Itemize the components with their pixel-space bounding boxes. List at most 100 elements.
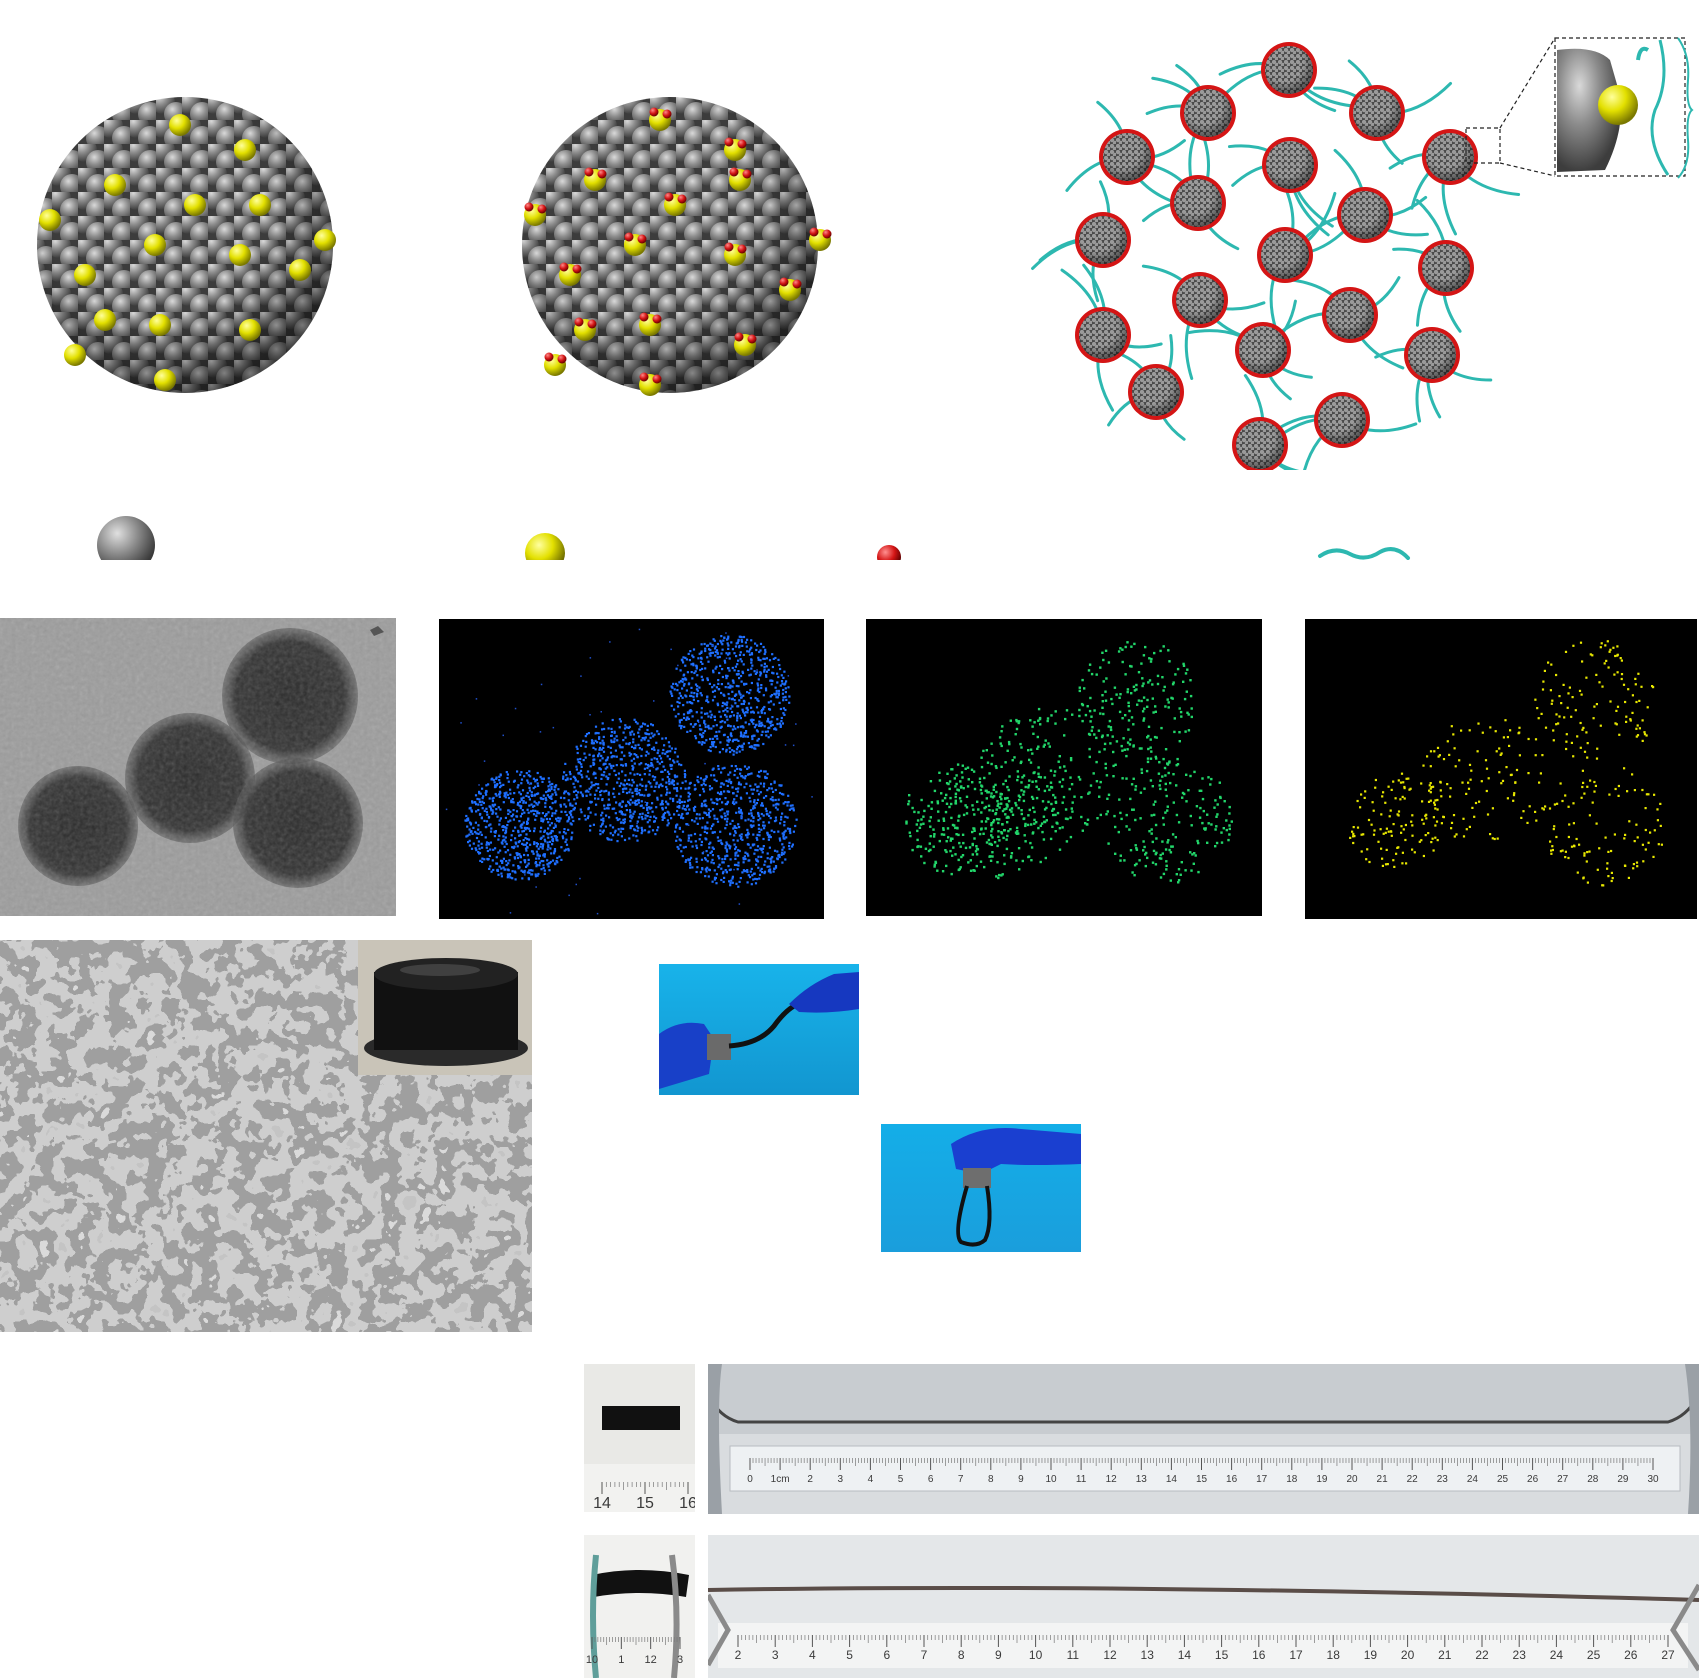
signal-pixel [526, 837, 529, 841]
signal-pixel [709, 654, 712, 657]
signal-pixel [536, 853, 539, 856]
signal-pixel [762, 708, 765, 711]
signal-pixel [1149, 757, 1153, 760]
signal-pixel [614, 773, 617, 777]
signal-pixel [574, 802, 577, 805]
signal-pixel [776, 672, 779, 675]
signal-pixel [1022, 799, 1026, 803]
signal-pixel [1159, 787, 1162, 791]
signal-pixel [1069, 758, 1073, 762]
ruler-label: 1 [618, 1654, 624, 1666]
signal-pixel [672, 682, 675, 685]
signal-pixel [672, 780, 675, 783]
signal-pixel [1509, 729, 1512, 732]
signal-pixel [722, 639, 725, 642]
signal-pixel [679, 839, 682, 842]
signal-pixel [777, 803, 780, 806]
signal-pixel [476, 797, 479, 801]
ruler-label: 13 [1141, 1648, 1155, 1662]
signal-pixel [518, 804, 521, 807]
signal-pixel [1411, 848, 1414, 851]
signal-pixel [496, 869, 499, 872]
signal-pixel [1646, 706, 1649, 709]
signal-pixel [710, 798, 713, 801]
signal-pixel [622, 790, 625, 793]
signal-pixel [1177, 879, 1181, 882]
signal-pixel [702, 851, 705, 853]
signal-pixel [704, 762, 706, 765]
signal-pixel [494, 830, 497, 833]
signal-pixel [721, 767, 724, 770]
signal-pixel [1429, 799, 1432, 802]
signal-pixel [1121, 648, 1124, 651]
signal-pixel [620, 763, 623, 767]
signal-pixel [1174, 673, 1177, 676]
signal-pixel [537, 847, 540, 850]
signal-pixel [547, 785, 550, 788]
signal-pixel [678, 838, 681, 841]
signal-pixel [633, 762, 636, 765]
signal-pixel [546, 859, 549, 862]
signal-pixel [1036, 747, 1039, 750]
signal-pixel [754, 783, 757, 786]
signal-pixel [537, 857, 540, 860]
signal-pixel [717, 682, 720, 685]
signal-pixel [527, 795, 530, 798]
signal-pixel [762, 837, 765, 841]
signal-pixel [950, 768, 953, 771]
signal-pixel [502, 783, 505, 786]
signal-pixel [1167, 706, 1170, 709]
signal-pixel [748, 812, 751, 815]
signal-pixel [509, 853, 512, 856]
signal-pixel [747, 854, 750, 857]
signal-pixel [717, 865, 720, 869]
signal-pixel [1575, 837, 1578, 841]
signal-pixel [780, 674, 783, 677]
signal-pixel [781, 812, 784, 815]
signal-pixel [687, 858, 690, 861]
signal-pixel [715, 797, 718, 801]
signal-pixel [757, 855, 760, 858]
signal-pixel [651, 775, 654, 778]
signal-pixel [1017, 721, 1020, 725]
signal-pixel [757, 823, 760, 827]
signal-pixel [590, 739, 594, 742]
signal-pixel [761, 709, 764, 712]
signal-pixel [527, 774, 530, 777]
signal-pixel [705, 805, 708, 808]
signal-pixel [1167, 771, 1170, 775]
signal-pixel [503, 838, 506, 841]
signal-pixel [1158, 761, 1161, 764]
signal-pixel [1508, 744, 1511, 747]
signal-pixel [1055, 821, 1058, 824]
signal-pixel [725, 870, 728, 873]
signal-pixel [621, 764, 625, 767]
signal-pixel [1088, 709, 1092, 713]
signal-pixel [1572, 755, 1575, 758]
signal-pixel [1607, 875, 1610, 878]
signal-pixel [698, 724, 701, 727]
signal-pixel [783, 820, 786, 824]
ruler-label: 4 [809, 1648, 816, 1662]
signal-pixel [712, 847, 715, 850]
signal-pixel [1446, 783, 1449, 786]
signal-pixel [989, 842, 992, 846]
signal-pixel [745, 682, 748, 685]
signal-pixel [733, 825, 736, 828]
signal-pixel [570, 836, 573, 839]
signal-pixel [602, 742, 605, 745]
signal-pixel [526, 791, 529, 795]
signal-pixel [629, 815, 632, 818]
signal-pixel [709, 841, 712, 844]
signal-pixel [1040, 822, 1044, 825]
signal-pixel [677, 712, 680, 716]
signal-pixel [1140, 662, 1143, 665]
signal-pixel [780, 680, 784, 683]
signal-pixel [726, 674, 729, 678]
signal-pixel [720, 782, 723, 785]
signal-pixel [548, 840, 552, 843]
ruler-label: 27 [1661, 1648, 1675, 1662]
signal-pixel [936, 869, 939, 872]
signal-pixel [637, 792, 641, 795]
signal-pixel [507, 796, 510, 800]
